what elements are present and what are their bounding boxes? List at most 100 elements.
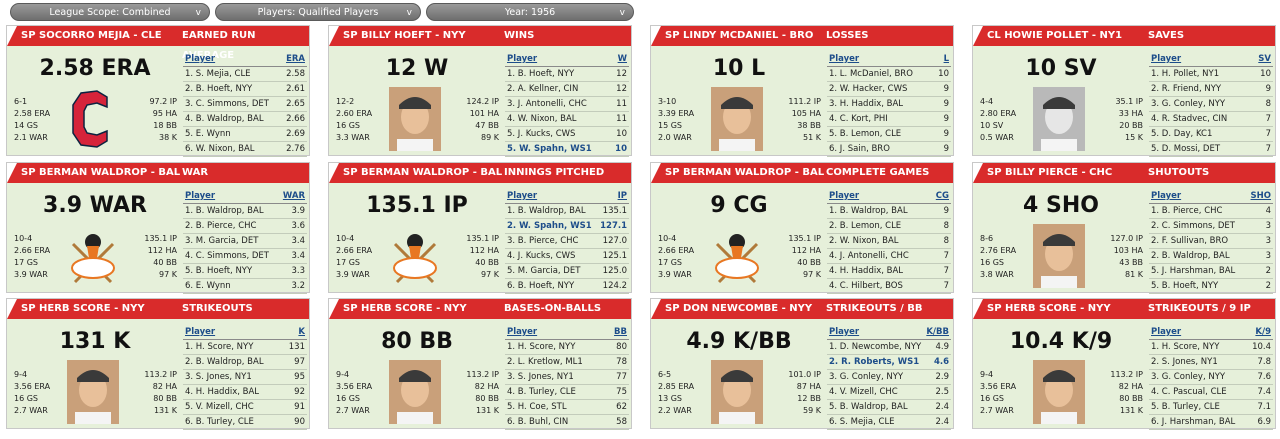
table-row[interactable]: 5. B. Lemon, CLE 9 — [827, 127, 951, 142]
table-row[interactable]: 6. B. Buhl, CIN 58 — [505, 415, 629, 430]
table-row[interactable]: 4. H. Haddix, BAL 92 — [183, 385, 307, 400]
table-row[interactable]: 5. B. Hoeft, NYY 3.3 — [183, 264, 307, 279]
table-row[interactable]: 5. D. Mossi, DET 7 — [1149, 142, 1273, 157]
table-row[interactable]: 4. J. Antonelli, CHC 7 — [827, 249, 951, 264]
card-player-name[interactable]: SP BERMAN WALDROP - BAL — [21, 167, 181, 178]
table-row[interactable]: 3. H. Haddix, BAL 9 — [827, 97, 951, 112]
table-row[interactable]: 2. R. Roberts, WS1 4.6 — [827, 355, 951, 370]
leader-card[interactable]: SP HERB SCORE - NYY BASES-ON-BALLS 80 BB 9-… — [328, 298, 632, 430]
table-row[interactable]: 5. E. Wynn 2.69 — [183, 127, 307, 142]
table-row[interactable]: 3. M. Garcia, DET 3.4 — [183, 234, 307, 249]
table-row[interactable]: 2. B. Waldrop, BAL 97 — [183, 355, 307, 370]
card-player-name[interactable]: SP HERB SCORE - NYY — [21, 303, 145, 314]
header-player[interactable]: Player — [185, 327, 216, 337]
header-stat[interactable]: W — [617, 54, 627, 64]
table-row[interactable]: 5. W. Spahn, WS1 10 — [505, 142, 629, 157]
table-row[interactable]: 5. H. Coe, STL 62 — [505, 400, 629, 415]
table-row[interactable]: 1. H. Score, NYY 131 — [183, 340, 307, 355]
header-player[interactable]: Player — [185, 54, 216, 64]
table-row[interactable]: 5. J. Harshman, BAL 2 — [1149, 264, 1273, 279]
table-row[interactable]: 3. C. Simmons, DET 2.65 — [183, 97, 307, 112]
table-row[interactable]: 2. W. Spahn, WS1 127.1 — [505, 219, 629, 234]
table-row[interactable]: 4. J. Kucks, CWS 125.1 — [505, 249, 629, 264]
header-stat[interactable]: SV — [1258, 54, 1271, 64]
table-row[interactable]: 4. C. Simmons, DET 3.4 — [183, 249, 307, 264]
table-row[interactable]: 4. R. Stadvec, CIN 7 — [1149, 112, 1273, 127]
table-row[interactable]: 2. F. Sullivan, BRO 3 — [1149, 234, 1273, 249]
table-row[interactable]: 6. J. Harshman, BAL 6.9 — [1149, 415, 1273, 430]
table-row[interactable]: 5. M. Garcia, DET 125.0 — [505, 264, 629, 279]
table-row[interactable]: 2. B. Lemon, CLE 8 — [827, 219, 951, 234]
card-player-name[interactable]: SP HERB SCORE - NYY — [343, 303, 467, 314]
header-stat[interactable]: IP — [617, 191, 627, 201]
table-row[interactable]: 1. B. Waldrop, BAL 9 — [827, 204, 951, 219]
card-player-name[interactable]: SP LINDY MCDANIEL - BRO — [665, 30, 814, 41]
header-player[interactable]: Player — [507, 191, 538, 201]
header-stat[interactable]: CG — [935, 191, 949, 201]
header-stat[interactable]: WAR — [282, 191, 305, 201]
header-player[interactable]: Player — [507, 54, 538, 64]
table-row[interactable]: 3. G. Conley, NYY 7.6 — [1149, 370, 1273, 385]
table-row[interactable]: 1. D. Newcombe, NYY 4.9 — [827, 340, 951, 355]
card-player-name[interactable]: CL HOWIE POLLET - NY1 — [987, 30, 1123, 41]
table-row[interactable]: 1. B. Waldrop, BAL 3.9 — [183, 204, 307, 219]
table-row[interactable]: 3. S. Jones, NY1 77 — [505, 370, 629, 385]
card-player-name[interactable]: SP BERMAN WALDROP - BAL — [665, 167, 825, 178]
table-row[interactable]: 2. W. Nixon, BAL 8 — [827, 234, 951, 249]
leader-card[interactable]: SP BERMAN WALDROP - BAL INNINGS PITCHED 13… — [328, 162, 632, 294]
header-player[interactable]: Player — [507, 327, 538, 337]
table-row[interactable]: 6. W. Nixon, BAL 2.76 — [183, 142, 307, 157]
header-stat[interactable]: BB — [614, 327, 627, 337]
table-row[interactable]: 2. S. Jones, NY1 7.8 — [1149, 355, 1273, 370]
table-row[interactable]: 6. E. Wynn 3.2 — [183, 279, 307, 294]
leader-card[interactable]: SP BILLY HOEFT - NYY WINS 12 W 12-2 2.60 ERA… — [328, 25, 632, 157]
table-row[interactable]: 5. B. Hoeft, NYY 2 — [1149, 279, 1273, 294]
header-player[interactable]: Player — [1151, 327, 1182, 337]
header-stat[interactable]: K/9 — [1255, 327, 1271, 337]
table-row[interactable]: 2. A. Kellner, CIN 12 — [505, 82, 629, 97]
table-row[interactable]: 2. L. Kretlow, ML1 78 — [505, 355, 629, 370]
table-row[interactable]: 4. C. Kort, PHI 9 — [827, 112, 951, 127]
table-row[interactable]: 3. S. Jones, NY1 95 — [183, 370, 307, 385]
table-row[interactable]: 1. S. Mejia, CLE 2.58 — [183, 67, 307, 82]
table-row[interactable]: 1. B. Pierce, CHC 4 — [1149, 204, 1273, 219]
header-stat[interactable]: L — [943, 54, 949, 64]
leader-card[interactable]: SP DON NEWCOMBE - NYY STRIKEOUTS / BB 4.9 … — [650, 298, 954, 430]
table-row[interactable]: 4. W. Nixon, BAL 11 — [505, 112, 629, 127]
table-row[interactable]: 6. B. Turley, CLE 90 — [183, 415, 307, 430]
leader-card[interactable]: SP BERMAN WALDROP - BAL WAR 3.9 WAR 10-4 2.6… — [6, 162, 310, 294]
year-dropdown[interactable]: Year: 1956 v — [426, 3, 634, 21]
table-row[interactable]: 3. G. Conley, NYY 2.9 — [827, 370, 951, 385]
table-row[interactable]: 1. H. Pollet, NY1 10 — [1149, 67, 1273, 82]
table-row[interactable]: 6. B. Hoeft, NYY 124.2 — [505, 279, 629, 294]
card-player-name[interactable]: SP HERB SCORE - NYY — [987, 303, 1111, 314]
table-row[interactable]: 3. J. Antonelli, CHC 11 — [505, 97, 629, 112]
table-row[interactable]: 2. R. Friend, NYY 9 — [1149, 82, 1273, 97]
table-row[interactable]: 2. C. Simmons, DET 3 — [1149, 219, 1273, 234]
table-row[interactable]: 5. D. Day, KC1 7 — [1149, 127, 1273, 142]
table-row[interactable]: 1. H. Score, NYY 80 — [505, 340, 629, 355]
players-dropdown[interactable]: Players: Qualified Players v — [215, 3, 421, 21]
table-row[interactable]: 2. B. Pierce, CHC 3.6 — [183, 219, 307, 234]
header-player[interactable]: Player — [1151, 54, 1182, 64]
table-row[interactable]: 3. B. Pierce, CHC 127.0 — [505, 234, 629, 249]
leader-card[interactable]: SP SOCORRO MEJIA - CLE EARNED RUN AVERAGE… — [6, 25, 310, 157]
leader-card[interactable]: SP HERB SCORE - NYY STRIKEOUTS / 9 IP 10.4… — [972, 298, 1276, 430]
card-player-name[interactable]: SP BILLY PIERCE - CHC — [987, 167, 1113, 178]
table-row[interactable]: 2. B. Waldrop, BAL 3 — [1149, 249, 1273, 264]
header-player[interactable]: Player — [829, 54, 860, 64]
table-row[interactable]: 5. B. Turley, CLE 7.1 — [1149, 400, 1273, 415]
table-row[interactable]: 5. J. Kucks, CWS 10 — [505, 127, 629, 142]
leader-card[interactable]: SP BERMAN WALDROP - BAL COMPLETE GAMES 9 C… — [650, 162, 954, 294]
table-row[interactable]: 6. S. Mejia, CLE 2.4 — [827, 415, 951, 430]
card-player-name[interactable]: SP SOCORRO MEJIA - CLE — [21, 30, 162, 41]
table-row[interactable]: 4. B. Turley, CLE 75 — [505, 385, 629, 400]
table-row[interactable]: 1. B. Waldrop, BAL 135.1 — [505, 204, 629, 219]
table-row[interactable]: 4. H. Haddix, BAL 7 — [827, 264, 951, 279]
table-row[interactable]: 5. V. Mizell, CHC 91 — [183, 400, 307, 415]
table-row[interactable]: 1. H. Score, NYY 10.4 — [1149, 340, 1273, 355]
card-player-name[interactable]: SP DON NEWCOMBE - NYY — [665, 303, 813, 314]
card-player-name[interactable]: SP BILLY HOEFT - NYY — [343, 30, 466, 41]
table-row[interactable]: 4. C. Hilbert, BOS 7 — [827, 279, 951, 294]
table-row[interactable]: 4. V. Mizell, CHC 2.5 — [827, 385, 951, 400]
